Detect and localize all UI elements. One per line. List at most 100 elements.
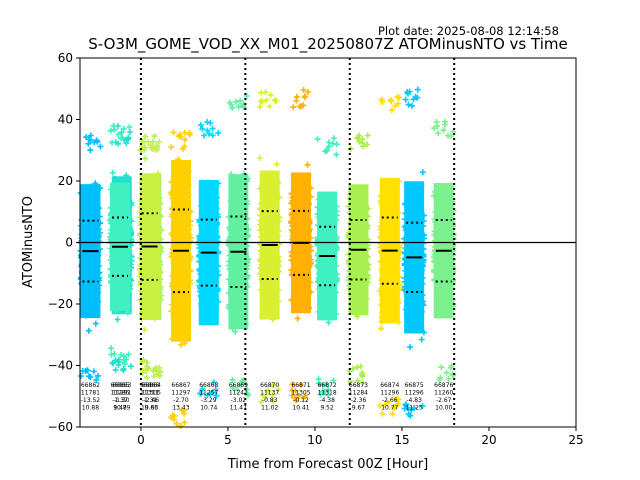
stats-label: -1.30 [114, 397, 130, 404]
stats-label: 66862 [81, 382, 100, 389]
orbit-points [77, 132, 104, 384]
stats-label: 10.77 [381, 405, 398, 412]
orbit-points [288, 87, 314, 404]
orbit-series-66872 [314, 135, 341, 398]
orbit-series-66867 [168, 129, 194, 429]
y-tick-label: 40 [58, 113, 73, 127]
y-tick-label: 60 [58, 51, 73, 65]
stats-label: 66864 [142, 382, 161, 389]
orbit-series-66862 [77, 132, 104, 384]
stats-label: 66872 [318, 382, 337, 389]
orbit-points [168, 129, 194, 429]
orbit-series-66868 [196, 119, 222, 399]
stats-label: -3.02 [231, 397, 247, 404]
stats-label: 11318 [318, 390, 337, 397]
stats-label: -2.70 [173, 397, 189, 404]
stats-label: 66866 [140, 382, 159, 389]
orbit-points [196, 119, 222, 399]
stats-label: 9.52 [320, 405, 334, 412]
stats-label: 10.74 [200, 405, 217, 412]
stats-label: 11137 [260, 390, 279, 397]
stats-label: 11241 [229, 390, 248, 397]
stats-label: 10.88 [82, 405, 99, 412]
stats-label: 11305 [142, 390, 161, 397]
stats-label: 11291 [112, 390, 131, 397]
orbit-points [314, 135, 341, 398]
y-tick-label: −20 [48, 297, 73, 311]
x-tick-label: 0 [137, 433, 145, 447]
stats-label: 11305 [291, 390, 310, 397]
stats-label: 11296 [380, 390, 399, 397]
stats-label: 66869 [229, 382, 248, 389]
orbit-stats-labels: 6686211781-13.5210.886686311291-1.3010.7… [81, 382, 454, 412]
orbit-points [225, 93, 252, 399]
scatter-points [77, 86, 457, 429]
orbit-series-66869 [225, 93, 252, 399]
stats-label: 66874 [380, 382, 399, 389]
y-axis-label: ATOMinusNTO [21, 196, 36, 288]
stats-label: -4.83 [406, 397, 422, 404]
stats-label: 66871 [291, 382, 310, 389]
stats-label: -0.12 [293, 397, 309, 404]
orbit-points [107, 123, 133, 367]
stats-label: 10.83 [141, 405, 158, 412]
stats-label: 11.47 [230, 405, 247, 412]
stats-label: -13.52 [81, 397, 101, 404]
stats-label: -2.67 [436, 397, 452, 404]
stats-label: 10.00 [435, 405, 452, 412]
stats-label: 11311 [140, 390, 159, 397]
stats-label: -0.83 [262, 397, 278, 404]
stats-label: 11.02 [261, 405, 278, 412]
stats-label: 10.41 [292, 405, 309, 412]
orbit-series-66865 [107, 123, 133, 367]
x-tick-label: 5 [224, 433, 232, 447]
orbit-series-66870 [256, 89, 283, 405]
orbit-series-66875 [401, 86, 428, 419]
stats-label: 11285 [110, 390, 129, 397]
stats-label: -3.29 [201, 397, 217, 404]
stats-label: 66873 [349, 382, 368, 389]
stats-label: 11297 [171, 390, 190, 397]
y-tick-label: 20 [58, 174, 73, 188]
orbit-series-66874 [376, 93, 403, 417]
stats-label: 9.67 [352, 405, 366, 412]
stats-label: 11296 [405, 390, 424, 397]
y-tick-label: 0 [65, 236, 73, 250]
stats-label: 10.79 [113, 405, 130, 412]
y-tick-label: −40 [48, 359, 73, 373]
stats-label: -2.46 [144, 397, 160, 404]
stats-label: 13.43 [172, 405, 189, 412]
reference-lines [80, 58, 576, 427]
x-tick-label: 20 [481, 433, 496, 447]
stats-label: 66876 [434, 382, 453, 389]
stats-label: 66868 [199, 382, 218, 389]
stats-label: 11284 [349, 390, 368, 397]
stats-label: -1.37 [112, 397, 128, 404]
chart-title: S-O3M_GOME_VOD_XX_M01_20250807Z ATOMinus… [88, 35, 567, 54]
x-tick-label: 25 [568, 433, 583, 447]
stats-label: 66867 [171, 382, 190, 389]
orbit-points [401, 86, 428, 419]
stats-label: -2.66 [382, 397, 398, 404]
plot-date: Plot date: 2025-08-08 12:14:58 [378, 24, 559, 38]
x-tick-label: 10 [307, 433, 322, 447]
stats-label: -1.31 [142, 397, 158, 404]
stats-label: 11260 [434, 390, 453, 397]
stats-label: 11257 [199, 390, 218, 397]
orbit-points [256, 89, 283, 405]
orbit-series-66866 [136, 138, 163, 380]
stats-label: 11781 [81, 390, 100, 397]
axes: 0 5 10 15 20 25 −60 −40 −20 0 20 40 60 [48, 51, 584, 447]
